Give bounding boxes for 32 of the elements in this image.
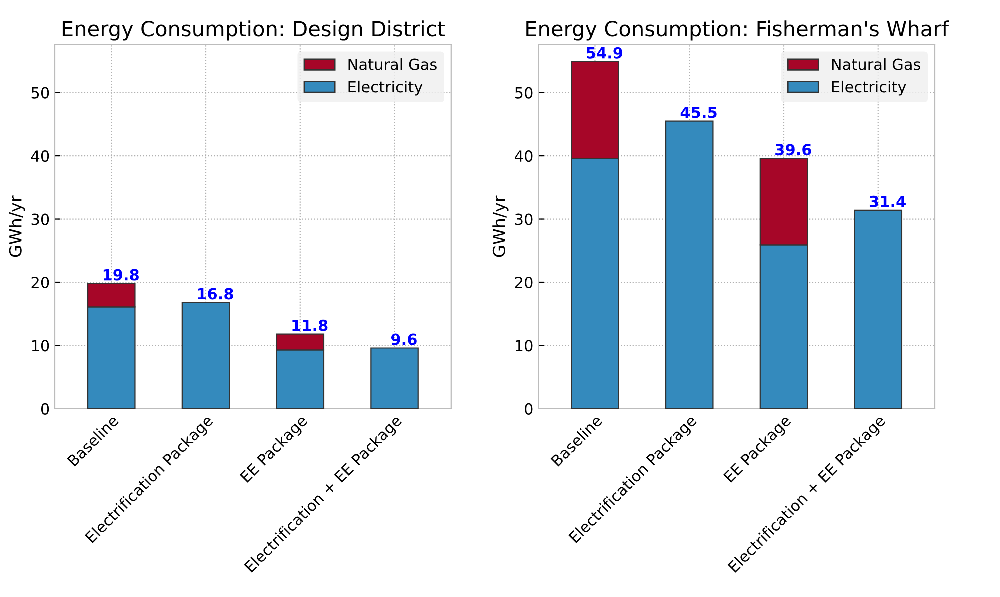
legend-label: Electricity [348,80,423,96]
chart-title: Energy Consumption: Design District [62,20,445,41]
bar [665,120,714,409]
total-label: 9.6 [391,334,417,346]
y-tick-label: 0 [41,403,50,415]
y-axis-title: GWh/yr [9,196,26,258]
y-axis-title: GWh/yr [492,196,509,258]
y-tick-label: 30 [515,214,533,226]
y-tick-label: 10 [516,340,533,352]
total-label: 45.5 [680,106,717,118]
total-label: 11.8 [292,320,328,332]
total-label: 19.8 [104,269,139,281]
y-tick-label: 40 [515,150,533,162]
bar [854,210,903,409]
y-tick-label: 20 [32,276,50,289]
y-tick-label: 50 [32,87,50,99]
y-tick-label: 0 [525,403,533,415]
bar [370,348,419,409]
y-tick-label: 40 [31,150,50,162]
total-label: 54.9 [587,47,623,59]
total-label: 31.4 [870,196,906,208]
y-tick-label: 50 [515,87,533,99]
total-label: 16.8 [198,288,234,300]
legend-label: Electricity [832,80,906,96]
legend-label: Natural Gas [832,58,921,70]
y-tick-label: 10 [32,340,50,352]
legend-label: Natural Gas [348,58,437,70]
bar [182,302,230,409]
chart-title: Energy Consumption: Fisherman's Wharf [526,20,950,41]
y-tick-label: 20 [515,276,533,289]
total-label: 39.6 [776,144,812,156]
y-tick-label: 30 [32,214,50,226]
